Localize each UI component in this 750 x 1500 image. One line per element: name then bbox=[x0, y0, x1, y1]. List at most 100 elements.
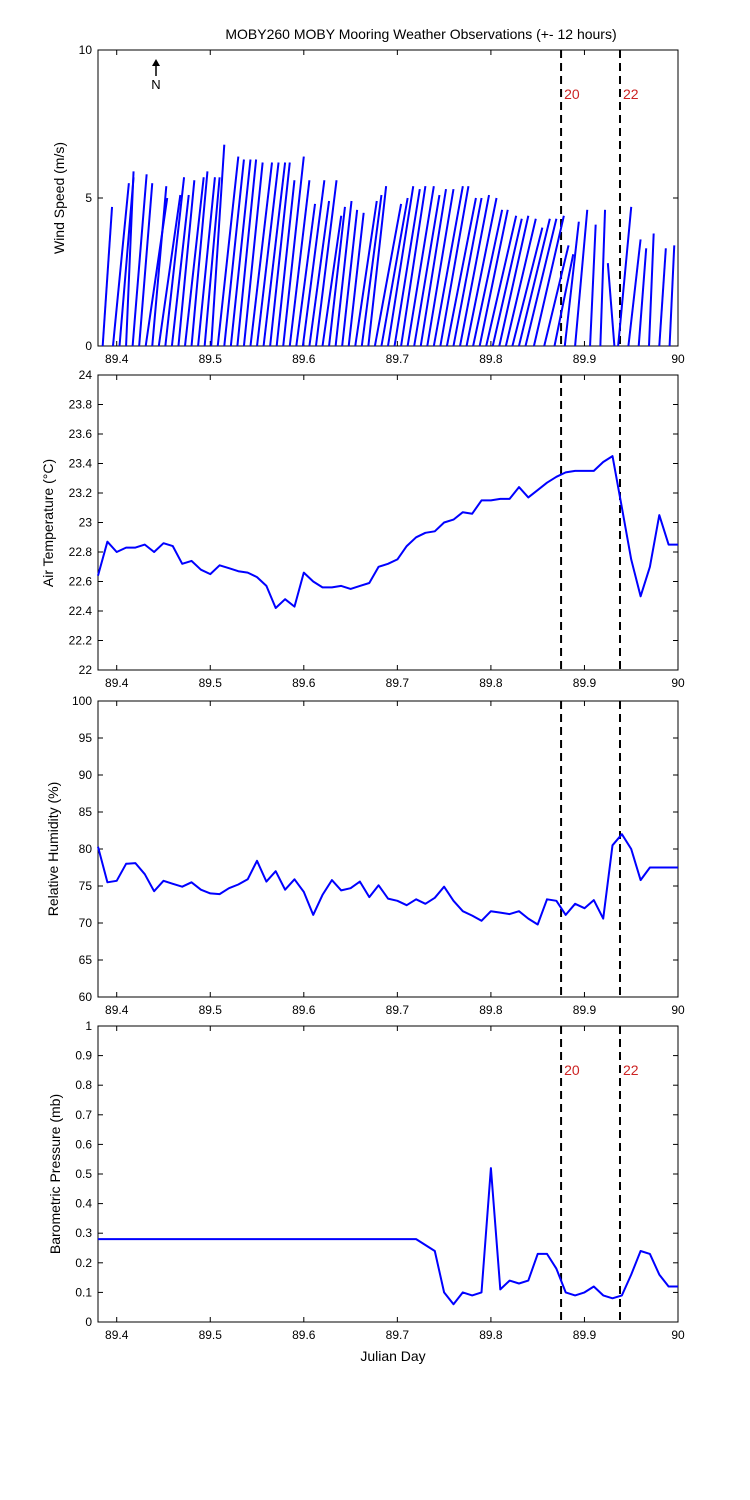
y-tick-label: 22.4 bbox=[69, 604, 93, 618]
y-tick-label: 60 bbox=[79, 990, 93, 1004]
wind-stick bbox=[249, 162, 273, 347]
x-tick-label: 89.7 bbox=[386, 352, 410, 366]
x-tick-label: 89.9 bbox=[573, 352, 597, 366]
time-marker-label: 20 bbox=[564, 1062, 580, 1078]
x-tick-label: 90 bbox=[671, 1328, 685, 1342]
x-tick-label: 89.6 bbox=[292, 1328, 316, 1342]
y-tick-label: 0 bbox=[85, 1315, 92, 1329]
x-tick-label: 90 bbox=[671, 1003, 685, 1017]
time-marker-label: 22 bbox=[623, 1062, 639, 1078]
x-tick-label: 89.9 bbox=[573, 1328, 597, 1342]
wind-stick bbox=[256, 162, 280, 347]
y-tick-label: 1 bbox=[85, 1019, 92, 1033]
x-tick-label: 89.5 bbox=[199, 352, 223, 366]
y-tick-label: 22.8 bbox=[69, 545, 93, 559]
wind-stick bbox=[308, 200, 331, 347]
wind-stick bbox=[606, 263, 616, 347]
wind-stick bbox=[131, 174, 148, 347]
wind-stick bbox=[563, 221, 580, 347]
wind-speed-panel: 89.4 89.5 89.6 89.7 89.8 89.9 90 0 5 10 20 22 Wind … bbox=[51, 43, 685, 366]
wind-stick bbox=[184, 177, 205, 347]
north-arrowhead-icon bbox=[152, 59, 160, 66]
relative-humidity-panel: 89.4 89.5 89.6 89.7 89.8 89.9 90 60 65 70 75 80 85 90… bbox=[45, 694, 685, 1017]
x-tick-label: 89.7 bbox=[386, 676, 410, 690]
x-tick-label: 89.7 bbox=[386, 1003, 410, 1017]
x-tick-label: 89.4 bbox=[105, 352, 129, 366]
relative-humidity-ylabel: Relative Humidity (%) bbox=[45, 782, 61, 917]
wind-stick bbox=[216, 156, 240, 347]
y-tick-label: 75 bbox=[79, 879, 93, 893]
wind-stick bbox=[504, 218, 537, 347]
wind-stick bbox=[190, 171, 209, 347]
wind-stick bbox=[236, 159, 258, 347]
wind-stick bbox=[459, 194, 491, 347]
air-temperature-panel: 89.4 89.5 89.6 89.7 89.8 89.9 90 22 22.2 22.4 22.6… bbox=[40, 368, 685, 690]
y-tick-label: 0.4 bbox=[75, 1197, 92, 1211]
wind-stick bbox=[419, 188, 447, 347]
x-tick-label: 89.9 bbox=[573, 676, 597, 690]
wind-stick bbox=[210, 144, 226, 347]
y-tick-label: 0.5 bbox=[75, 1167, 92, 1181]
north-indicator: N bbox=[151, 59, 161, 92]
wind-stick bbox=[413, 194, 441, 347]
y-tick-label: 0.6 bbox=[75, 1137, 92, 1151]
y-tick-label: 65 bbox=[79, 953, 93, 967]
wind-stick bbox=[314, 180, 338, 347]
wind-stick bbox=[125, 171, 135, 347]
y-tick-label: 100 bbox=[72, 694, 92, 708]
y-tick-label: 24 bbox=[79, 368, 93, 382]
y-tick-label: 0.9 bbox=[75, 1049, 92, 1063]
time-marker-label: 20 bbox=[564, 86, 580, 102]
y-tick-label: 90 bbox=[79, 768, 93, 782]
x-tick-label: 89.5 bbox=[199, 1003, 223, 1017]
wind-stick bbox=[242, 162, 264, 347]
wind-stick bbox=[668, 245, 676, 347]
y-tick-label: 80 bbox=[79, 842, 93, 856]
y-tick-label: 0.8 bbox=[75, 1078, 92, 1092]
wind-stick bbox=[532, 215, 565, 347]
wind-stick bbox=[589, 224, 597, 347]
y-tick-label: 0.3 bbox=[75, 1226, 92, 1240]
wind-stick bbox=[151, 186, 168, 347]
wind-stick bbox=[229, 159, 252, 347]
wind-stick bbox=[101, 206, 114, 347]
wind-stick bbox=[393, 188, 421, 347]
wind-stick bbox=[599, 209, 607, 347]
wind-stick bbox=[367, 186, 388, 347]
x-tick-label: 89.6 bbox=[292, 1003, 316, 1017]
x-tick-label: 89.4 bbox=[105, 676, 129, 690]
wind-stick bbox=[472, 209, 504, 347]
wind-stick bbox=[170, 194, 190, 347]
y-tick-label: 23.8 bbox=[69, 398, 93, 412]
wind-stick bbox=[658, 248, 667, 347]
y-tick-label: 70 bbox=[79, 916, 93, 930]
wind-stick bbox=[295, 203, 317, 347]
wind-stick bbox=[360, 194, 383, 347]
y-tick-label: 85 bbox=[79, 805, 93, 819]
x-tick-label: 89.5 bbox=[199, 1328, 223, 1342]
y-tick-label: 22.6 bbox=[69, 575, 93, 589]
x-tick-label: 89.8 bbox=[479, 1003, 503, 1017]
wind-stick bbox=[445, 197, 477, 347]
wind-stick bbox=[439, 185, 470, 347]
wind-stick bbox=[288, 180, 311, 347]
wind-stick bbox=[452, 197, 483, 347]
x-tick-label: 89.4 bbox=[105, 1328, 129, 1342]
wind-stick bbox=[485, 215, 518, 347]
wind-stick bbox=[262, 162, 287, 347]
wind-stick bbox=[354, 200, 378, 347]
y-tick-label: 0.2 bbox=[75, 1256, 92, 1270]
y-tick-label: 5 bbox=[85, 191, 92, 205]
y-tick-label: 23 bbox=[79, 516, 93, 530]
wind-stick bbox=[282, 156, 305, 347]
wind-stick bbox=[648, 233, 655, 347]
north-label: N bbox=[151, 77, 160, 92]
figure-title: MOBY260 MOBY Mooring Weather Observation… bbox=[225, 26, 616, 42]
wind-stick bbox=[517, 218, 551, 347]
y-tick-label: 95 bbox=[79, 731, 93, 745]
x-tick-label: 89.5 bbox=[199, 676, 223, 690]
wind-stick bbox=[177, 180, 196, 347]
time-marker-label: 22 bbox=[623, 86, 639, 102]
data-line bbox=[97, 455, 678, 609]
